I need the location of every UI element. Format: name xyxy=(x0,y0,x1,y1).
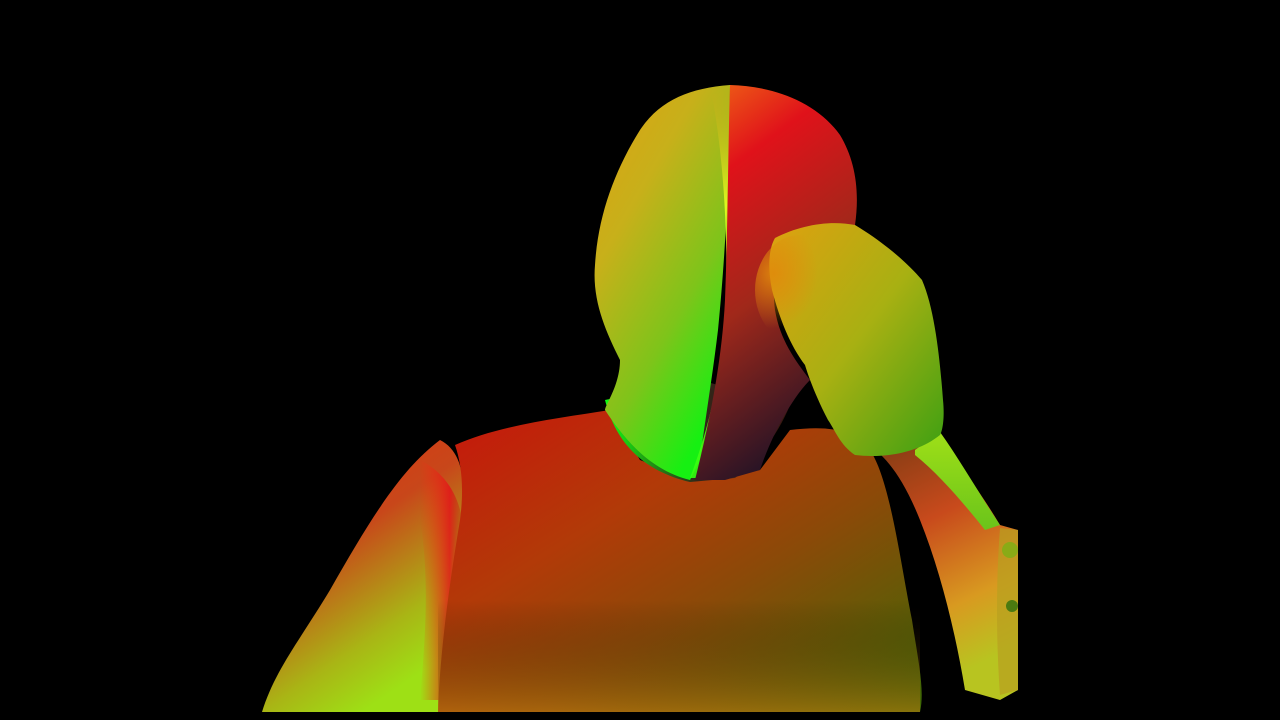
hand xyxy=(755,223,944,456)
torso xyxy=(438,410,922,712)
right-forearm xyxy=(860,432,1018,700)
head xyxy=(594,85,857,480)
left-arm xyxy=(262,440,464,712)
